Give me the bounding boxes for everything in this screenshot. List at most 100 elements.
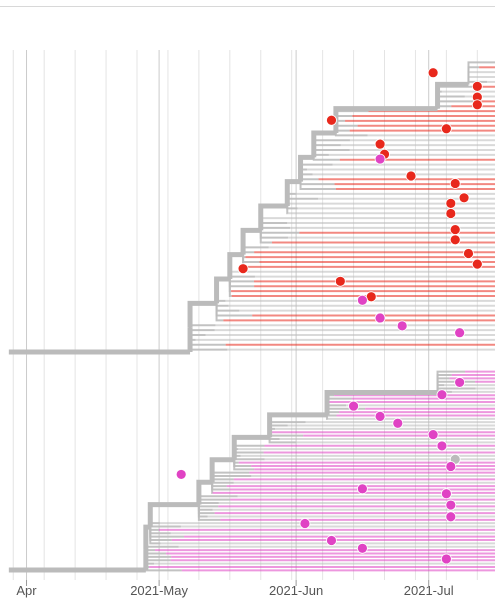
side-branch: [228, 279, 255, 283]
tip-marker: [357, 542, 368, 554]
side-branch: [233, 458, 265, 461]
tick-label: 2021-Jul: [404, 583, 454, 598]
tick-label: Apr: [16, 583, 37, 598]
trunk-branch: [196, 479, 213, 505]
tip-marker: [357, 294, 368, 306]
tip-marker: [471, 99, 483, 111]
side-branch: [259, 230, 288, 239]
trunk-branch: [258, 203, 288, 231]
tip-marker: [445, 208, 457, 219]
side-branch: [326, 414, 337, 417]
side-branch: [228, 279, 255, 288]
tip-marker: [463, 248, 474, 259]
side-branch: [211, 471, 250, 483]
side-branch: [242, 254, 260, 263]
side-branch: [189, 327, 215, 332]
trunk-branch: [284, 179, 301, 206]
side-branch: [268, 437, 280, 441]
x-axis: Apr 2021-May 2021-Jun 2021-Jul: [16, 580, 454, 598]
tip-marker: [405, 170, 417, 182]
trunk-branch: [324, 389, 438, 415]
tip-marker: [436, 440, 448, 452]
side-branch: [228, 275, 255, 279]
side-branch: [436, 100, 477, 109]
side-branch: [299, 181, 336, 190]
side-branch: [286, 206, 298, 210]
tip-marker: [471, 258, 483, 270]
tip-marker: [471, 80, 483, 92]
tip-marker: [427, 429, 439, 441]
side-branch: [197, 504, 219, 508]
side-branch: [242, 246, 269, 255]
tip-marker: [449, 178, 461, 189]
tip-marker: [440, 488, 452, 500]
side-branch: [211, 481, 234, 484]
tick-label: 2021-Jun: [269, 583, 323, 598]
tip-marker: [374, 153, 386, 165]
thick-branches: [8, 81, 469, 573]
tip-marker: [427, 67, 439, 79]
tip-marker: [374, 410, 386, 422]
trunk-branch: [231, 434, 270, 460]
side-branch: [149, 525, 181, 528]
trunk-branch: [333, 106, 438, 133]
trunk-branch: [298, 154, 314, 182]
tip-marker: [436, 389, 448, 401]
side-branch: [312, 149, 350, 158]
tip-marker: [392, 417, 404, 429]
side-branch: [299, 181, 335, 186]
side-branch: [334, 133, 368, 137]
tip-marker: [440, 123, 452, 135]
tip-marker: [357, 483, 368, 495]
trunk-branch: [311, 130, 336, 158]
side-branch: [312, 157, 340, 161]
side-branch: [326, 404, 347, 415]
trunk-branch: [267, 412, 328, 438]
tick-label: 2021-May: [130, 583, 188, 598]
tip-marker: [374, 138, 386, 150]
side-branch: [149, 527, 159, 531]
tip-marker: [445, 197, 457, 209]
side-branch: [149, 527, 184, 538]
side-branch: [436, 370, 466, 393]
side-branch: [268, 434, 304, 438]
trunk-branch: [147, 502, 199, 528]
tip-marker: [348, 400, 359, 412]
tip-markers: [175, 67, 483, 565]
tip-marker: [458, 192, 470, 204]
tip-marker: [326, 535, 337, 546]
side-branch: [197, 501, 219, 505]
tip-marker: [326, 114, 337, 126]
tip-marker: [175, 469, 187, 480]
side-branch: [259, 226, 291, 231]
tip-marker: [237, 263, 249, 275]
tip-marker: [445, 511, 457, 523]
tip-marker: [334, 275, 346, 287]
trunk-branch: [214, 276, 230, 304]
side-branch: [259, 230, 300, 234]
tip-marker: [445, 499, 457, 511]
trunk-branch: [227, 252, 244, 279]
trunk-branch: [187, 300, 217, 328]
trunk-branch: [240, 227, 261, 255]
side-branch: [299, 178, 319, 182]
side-branch: [467, 61, 495, 85]
tip-marker: [454, 377, 466, 388]
side-branch: [215, 303, 240, 312]
side-branch: [233, 459, 255, 471]
side-branch: [189, 324, 216, 328]
trunk-branch: [435, 81, 469, 109]
side-branch: [215, 303, 229, 307]
tip-marker: [396, 320, 408, 332]
side-branch: [259, 222, 288, 231]
side-branch: [144, 549, 171, 562]
tip-marker: [449, 234, 461, 246]
trunk-branch: [209, 457, 235, 483]
side-branch: [242, 254, 246, 259]
tip-marker: [374, 312, 386, 324]
tip-marker: [299, 518, 311, 529]
tip-marker: [449, 224, 461, 235]
top-border: [0, 0, 495, 7]
side-branch: [334, 124, 358, 133]
